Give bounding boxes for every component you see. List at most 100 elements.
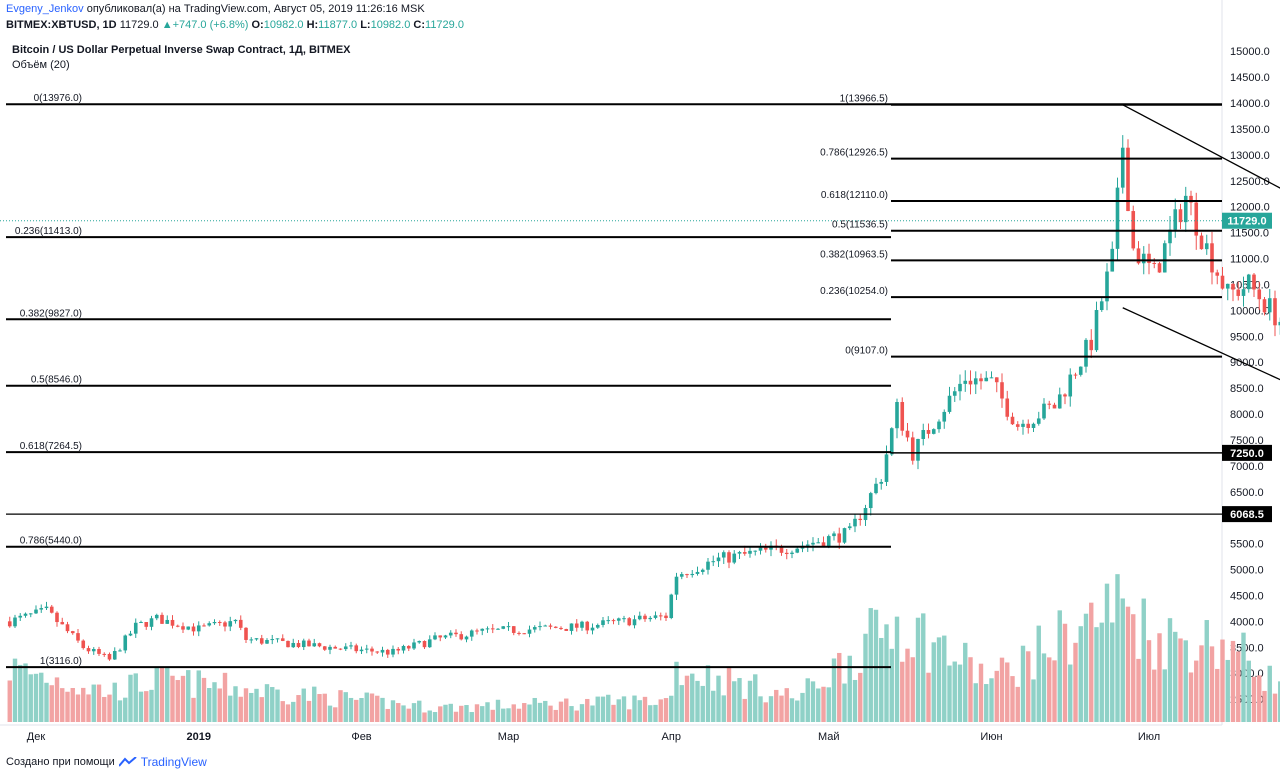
high-label: H: xyxy=(306,19,319,31)
candle-body xyxy=(926,430,931,434)
candle-body xyxy=(412,642,416,649)
volume-bar xyxy=(417,700,422,722)
candle-body xyxy=(170,619,175,626)
volume-bar xyxy=(495,699,501,722)
volume-bar xyxy=(217,688,222,722)
candle-body xyxy=(732,553,737,563)
close-value: 11729.0 xyxy=(425,19,464,31)
candle-body xyxy=(900,402,905,431)
volume-indicator-label[interactable]: Объём (20) xyxy=(12,59,70,71)
price-badge-7250: 7250.0 xyxy=(1230,448,1264,460)
volume-bar xyxy=(585,698,590,722)
volume-bar xyxy=(327,705,333,722)
volume-bar xyxy=(947,665,952,722)
volume-bar xyxy=(952,661,957,722)
volume-bar xyxy=(186,670,191,722)
volume-bar xyxy=(648,705,653,722)
volume-bar xyxy=(464,705,469,722)
volume-bar xyxy=(1188,672,1194,722)
channel-upper-line xyxy=(1122,104,1280,189)
candle-body xyxy=(685,574,689,576)
volume-bar xyxy=(1062,623,1068,722)
volume-bar xyxy=(1136,658,1141,722)
volume-bar xyxy=(768,696,774,722)
candle-body xyxy=(879,481,884,484)
volume-bar xyxy=(642,696,648,722)
volume-bar xyxy=(1162,669,1167,722)
volume-bar xyxy=(873,609,879,722)
volume-bar xyxy=(312,686,317,722)
candle-body xyxy=(1178,209,1183,223)
volume-bar xyxy=(774,689,779,722)
volume-bar xyxy=(590,705,595,722)
volume-bar xyxy=(1246,660,1251,722)
candle-body xyxy=(238,619,243,628)
y-tick-label: 7500.0 xyxy=(1230,435,1264,447)
candle-body xyxy=(490,628,495,630)
candle-body xyxy=(338,648,343,650)
candle-body xyxy=(979,378,983,382)
volume-bar xyxy=(117,700,123,722)
y-tick-label: 6500.0 xyxy=(1230,487,1264,499)
candle-body xyxy=(1021,423,1025,427)
candle-body xyxy=(1225,283,1230,289)
candle-body xyxy=(1084,339,1088,367)
candle-body xyxy=(711,561,716,563)
volume-bar xyxy=(868,608,873,722)
volume-bar xyxy=(1167,618,1173,722)
candle-body xyxy=(301,640,306,648)
volume-bar xyxy=(1157,633,1162,722)
candle-body xyxy=(1147,253,1151,264)
volume-bar xyxy=(228,695,233,722)
volume-bar xyxy=(12,658,18,722)
tradingview-logo-icon xyxy=(118,757,137,767)
volume-bar xyxy=(564,698,569,722)
volume-bar xyxy=(884,624,889,722)
candle-body xyxy=(280,638,285,641)
volume-bar xyxy=(889,648,894,722)
volume-bar xyxy=(1104,583,1110,722)
volume-bar xyxy=(742,698,747,722)
candle-body xyxy=(1194,202,1199,236)
volume-bar xyxy=(128,674,133,722)
volume-bar xyxy=(842,683,847,722)
volume-bar xyxy=(858,672,863,722)
candle-body xyxy=(501,626,506,629)
fib-label-right: 0.618(12110.0) xyxy=(821,190,888,201)
volume-bar xyxy=(516,708,522,722)
volume-bar xyxy=(1036,625,1041,722)
volume-bar xyxy=(1031,679,1036,722)
candle-body xyxy=(611,620,616,622)
footer-brand[interactable]: TradingView xyxy=(140,755,207,769)
candle-body xyxy=(506,626,511,628)
volume-bar xyxy=(1262,690,1267,722)
author-link[interactable]: Evgeny_Jenkov xyxy=(6,3,84,15)
candle-body xyxy=(527,629,532,634)
volume-bar xyxy=(296,695,301,722)
candle-body xyxy=(931,429,936,434)
candle-body xyxy=(23,613,28,616)
candle-body xyxy=(328,646,332,650)
volume-bar xyxy=(758,696,763,722)
candle-body xyxy=(511,626,516,633)
fib-label-left: 0.382(9827.0) xyxy=(20,308,82,319)
candle-body xyxy=(727,552,731,563)
volume-bar xyxy=(747,680,753,722)
volume-bar xyxy=(616,699,621,722)
candle-body xyxy=(1141,253,1146,264)
candle-body xyxy=(133,622,138,634)
candle-body xyxy=(343,646,348,650)
candle-body xyxy=(359,649,364,652)
candle-body xyxy=(417,640,422,643)
volume-bar xyxy=(905,648,910,722)
volume-bar xyxy=(1241,632,1246,722)
volume-bar xyxy=(763,702,768,722)
candle-body xyxy=(517,632,521,634)
candle-body xyxy=(595,624,600,628)
volume-bar xyxy=(396,703,401,722)
candle-body xyxy=(469,630,474,637)
ohlc-row: BITMEX:XBTUSD, 1D 11729.0 ▲+747.0 (+6.8%… xyxy=(6,18,464,33)
close-label: C: xyxy=(413,19,426,31)
candle-body xyxy=(1005,398,1010,417)
